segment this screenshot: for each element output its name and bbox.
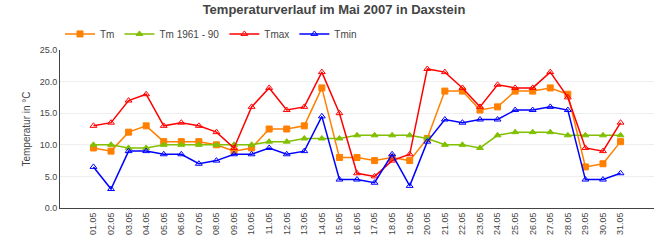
svg-text:28.05: 28.05 — [563, 213, 573, 236]
svg-text:Temperaturverlauf im Mai 2007: Temperaturverlauf im Mai 2007 in Daxstei… — [203, 2, 466, 17]
svg-text:19.05: 19.05 — [405, 213, 415, 236]
svg-text:06.05: 06.05 — [176, 213, 186, 236]
svg-text:14.05: 14.05 — [317, 213, 327, 236]
svg-text:09.05: 09.05 — [229, 213, 239, 236]
svg-text:17.05: 17.05 — [369, 213, 379, 236]
svg-text:02.05: 02.05 — [106, 213, 116, 236]
svg-text:Tm 1961 - 90: Tm 1961 - 90 — [159, 29, 219, 40]
svg-text:24.05: 24.05 — [492, 213, 502, 236]
svg-text:20.0: 20.0 — [40, 77, 58, 87]
svg-text:10.05: 10.05 — [247, 213, 257, 236]
svg-text:27.05: 27.05 — [545, 213, 555, 236]
svg-text:25.05: 25.05 — [510, 213, 520, 236]
svg-text:08.05: 08.05 — [211, 213, 221, 236]
svg-text:04.05: 04.05 — [141, 213, 151, 236]
svg-text:12.05: 12.05 — [282, 213, 292, 236]
svg-text:01.05: 01.05 — [88, 213, 98, 236]
svg-text:0.0: 0.0 — [45, 203, 58, 213]
svg-text:18.05: 18.05 — [387, 213, 397, 236]
svg-text:16.05: 16.05 — [352, 213, 362, 236]
svg-text:30.05: 30.05 — [598, 213, 608, 236]
svg-text:Temperatur in °C: Temperatur in °C — [21, 91, 32, 166]
svg-text:10.0: 10.0 — [40, 140, 58, 150]
svg-text:15.05: 15.05 — [334, 213, 344, 236]
svg-text:05.05: 05.05 — [159, 213, 169, 236]
svg-text:25.0: 25.0 — [40, 45, 58, 55]
svg-text:Tmax: Tmax — [264, 29, 289, 40]
svg-text:20.05: 20.05 — [422, 213, 432, 236]
svg-text:13.05: 13.05 — [299, 213, 309, 236]
svg-text:5.0: 5.0 — [45, 172, 58, 182]
svg-text:21.05: 21.05 — [440, 213, 450, 236]
svg-text:03.05: 03.05 — [124, 213, 134, 236]
svg-text:Tm: Tm — [100, 29, 114, 40]
svg-text:26.05: 26.05 — [528, 213, 538, 236]
svg-text:22.05: 22.05 — [457, 213, 467, 236]
svg-text:11.05: 11.05 — [264, 213, 274, 235]
svg-text:15.0: 15.0 — [40, 108, 58, 118]
svg-text:23.05: 23.05 — [475, 213, 485, 236]
svg-text:29.05: 29.05 — [580, 213, 590, 236]
svg-text:Tmin: Tmin — [334, 29, 356, 40]
svg-text:07.05: 07.05 — [194, 213, 204, 236]
svg-text:31.05: 31.05 — [615, 213, 625, 236]
